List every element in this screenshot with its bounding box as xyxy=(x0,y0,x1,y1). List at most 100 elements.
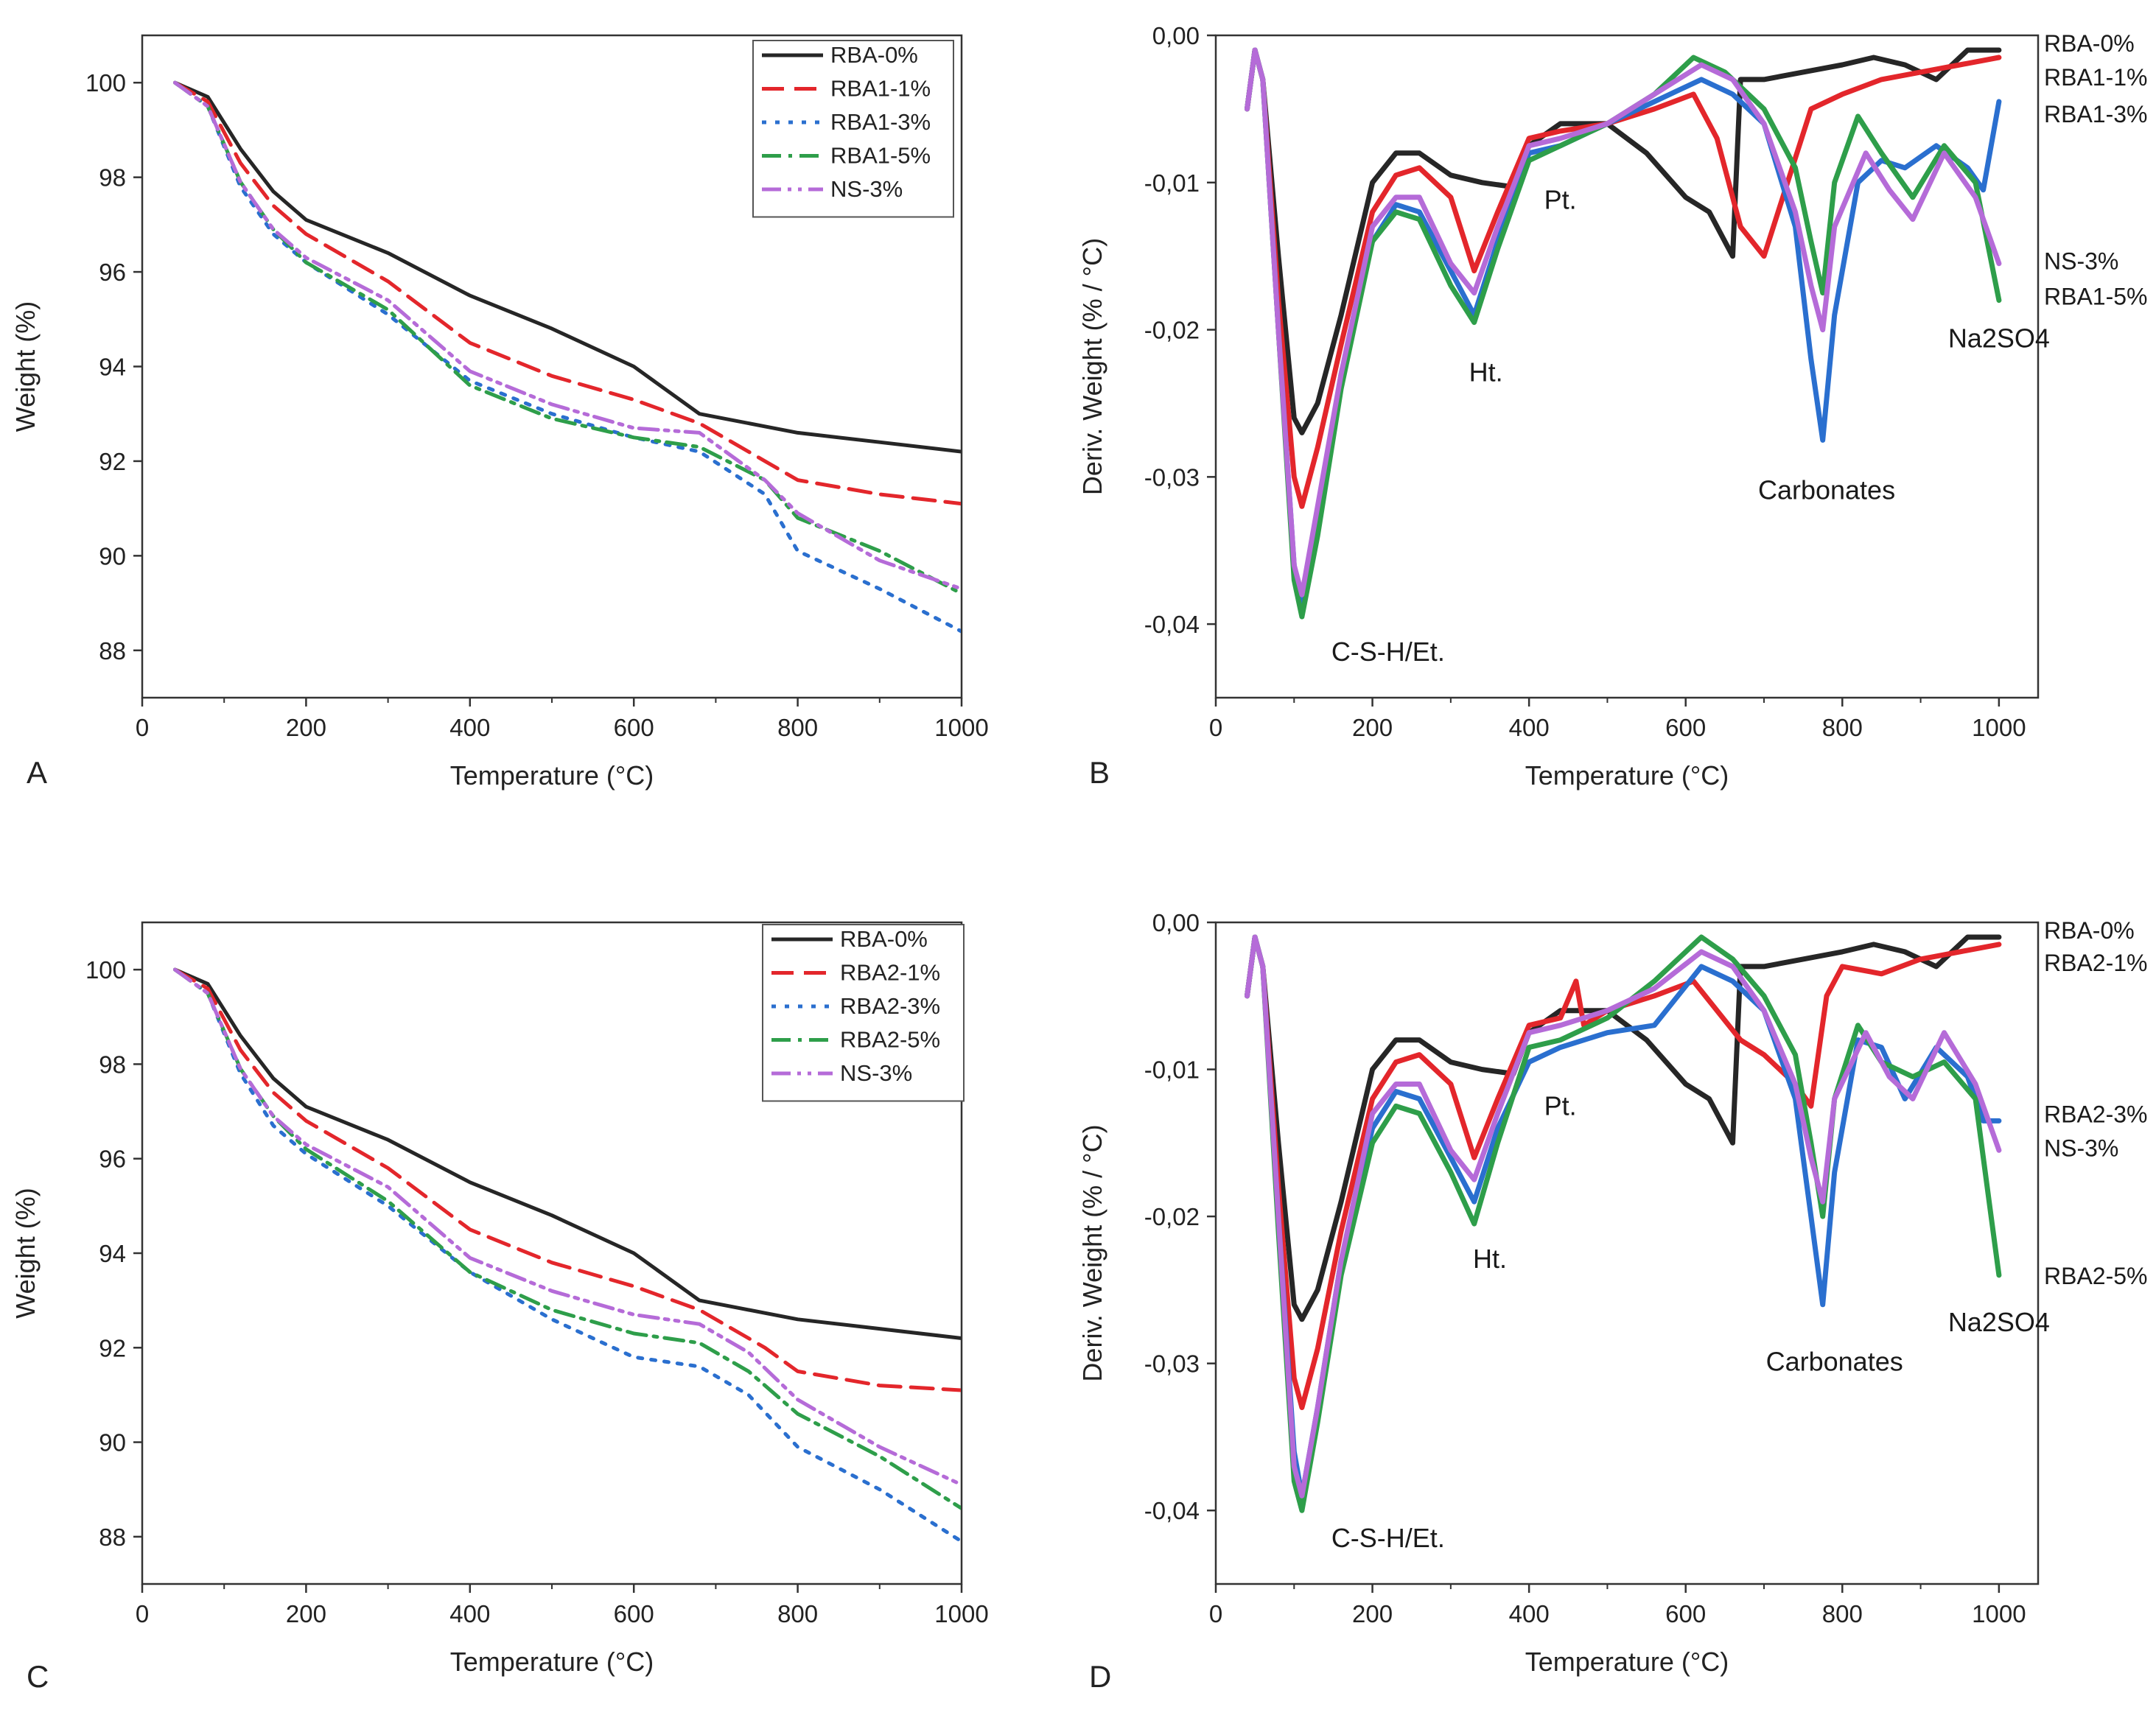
peak-annotation: Carbonates xyxy=(1766,1347,1903,1377)
y-tick-label: 0,00 xyxy=(1152,909,1200,936)
legend-label: RBA1-5% xyxy=(830,143,931,169)
legend-label: RBA1-1% xyxy=(830,76,931,102)
x-tick-label: 400 xyxy=(449,714,490,741)
y-tick-label: 100 xyxy=(85,69,126,97)
plot-frame xyxy=(1214,921,2040,1585)
series-line-rba1-3pct xyxy=(173,80,961,634)
series-line-rba-0pct xyxy=(1245,47,2002,435)
series-line-rba2-1pct xyxy=(1245,934,2002,1410)
x-tick-label: 1000 xyxy=(1972,1600,2026,1627)
y-tick-label: -0,03 xyxy=(1144,463,1200,491)
series-group xyxy=(1245,47,2002,620)
series-end-label: RBA-0% xyxy=(2044,917,2135,944)
x-tick-label: 1000 xyxy=(934,1600,988,1627)
x-tick-label: 200 xyxy=(1352,714,1393,741)
peak-annotation: Ht. xyxy=(1469,357,1503,387)
series-line-rba1-1pct xyxy=(173,80,961,506)
series-end-label: NS-3% xyxy=(2044,248,2118,275)
x-tick-label: 400 xyxy=(449,1600,490,1627)
y-axis-label: Weight (%) xyxy=(10,1188,41,1318)
panel-d: 0 200 400 600 800 1000 0,00 -0,01 -0,02 -0,03 -0,0… xyxy=(1077,909,2148,1694)
series-group xyxy=(173,80,961,634)
x-tick-label: 600 xyxy=(614,714,654,741)
series-end-label: NS-3% xyxy=(2044,1135,2118,1161)
y-tick-label: -0,03 xyxy=(1144,1350,1200,1378)
x-tick-label: 200 xyxy=(286,1600,326,1627)
y-axis-label: Deriv. Weight (% / °C) xyxy=(1077,238,1107,495)
peak-annotation: C-S-H/Et. xyxy=(1331,637,1445,667)
x-tick-label: 0 xyxy=(1209,714,1222,741)
series-group xyxy=(173,967,961,1543)
series-line-rba2-1pct xyxy=(173,967,961,1392)
y-tick-label: 98 xyxy=(99,1051,126,1078)
legend-label: RBA-0% xyxy=(830,42,918,68)
series-line-ns-3pct xyxy=(173,80,961,591)
legend-label: RBA-0% xyxy=(840,926,928,952)
legend-box xyxy=(762,924,965,1102)
y-tick-label: -0,01 xyxy=(1144,1056,1200,1084)
x-tick-label: 0 xyxy=(136,1600,149,1627)
series-line-rba2-3pct xyxy=(173,967,961,1543)
legend-label: RBA1-3% xyxy=(830,109,931,135)
peak-annotation: C-S-H/Et. xyxy=(1331,1523,1445,1553)
series-line-rba-0pct xyxy=(1245,934,2002,1322)
legend: RBA-0% RBA1-1% RBA1-3% RBA1-5% NS-3% xyxy=(752,40,954,218)
peak-annotation: Na2SO4 xyxy=(1948,1307,2050,1337)
legend: RBA-0% RBA2-1% RBA2-3% RBA2-5% NS-3% xyxy=(762,924,965,1102)
x-tick-label: 0 xyxy=(136,714,149,741)
series-line-ns-3pct xyxy=(1245,934,2002,1499)
series-end-label: RBA-0% xyxy=(2044,30,2135,57)
series-line-rba-0pct xyxy=(173,80,961,454)
y-tick-label: 100 xyxy=(85,956,126,984)
series-end-label: RBA1-3% xyxy=(2044,101,2148,127)
series-line-ns-3pct xyxy=(173,967,961,1487)
x-tick-label: 1000 xyxy=(934,714,988,741)
peak-annotation: Pt. xyxy=(1544,1090,1577,1121)
y-tick-label: -0,04 xyxy=(1144,611,1200,638)
series-line-rba1-5pct xyxy=(1245,47,2002,620)
peak-annotation: Carbonates xyxy=(1758,474,1895,505)
y-axis-label: Deriv. Weight (% / °C) xyxy=(1077,1124,1107,1381)
y-tick-label: 94 xyxy=(99,354,126,381)
panel-letter: B xyxy=(1089,755,1110,790)
series-end-label: RBA1-1% xyxy=(2044,64,2148,91)
y-tick-label: 94 xyxy=(99,1240,126,1267)
x-tick-label: 800 xyxy=(1822,714,1863,741)
legend-box xyxy=(752,40,954,218)
x-axis-label: Temperature (°C) xyxy=(1525,1647,1729,1677)
legend-label: RBA2-5% xyxy=(840,1027,940,1053)
x-tick-label: 800 xyxy=(777,714,818,741)
panel-letter: A xyxy=(27,755,47,790)
y-tick-label: 90 xyxy=(99,1429,126,1457)
legend-label: RBA2-3% xyxy=(840,993,940,1019)
peak-annotation: Na2SO4 xyxy=(1948,323,2050,354)
x-tick-label: 200 xyxy=(286,714,326,741)
legend-label: RBA2-1% xyxy=(840,960,940,986)
panel-letter: C xyxy=(27,1659,49,1694)
series-line-ns-3pct xyxy=(1245,47,2002,597)
y-tick-label: -0,02 xyxy=(1144,1203,1200,1230)
y-tick-label: 96 xyxy=(99,259,126,286)
x-tick-label: 400 xyxy=(1509,714,1550,741)
x-axis-label: Temperature (°C) xyxy=(1525,760,1729,791)
x-tick-label: 600 xyxy=(614,1600,654,1627)
x-tick-label: 600 xyxy=(1665,714,1706,741)
y-tick-label: -0,01 xyxy=(1144,169,1200,197)
series-end-label: RBA2-5% xyxy=(2044,1263,2148,1289)
panel-c: 0 200 400 600 800 1000 88 90 92 94 96 98 100 Temperat… xyxy=(10,921,989,1694)
legend-label: NS-3% xyxy=(830,176,903,202)
y-tick-label: 98 xyxy=(99,164,126,192)
x-tick-label: 400 xyxy=(1509,1600,1550,1627)
x-axis-label: Temperature (°C) xyxy=(450,760,654,791)
series-end-label: RBA2-1% xyxy=(2044,950,2148,976)
x-tick-label: 1000 xyxy=(1972,714,2026,741)
series-end-label: RBA2-3% xyxy=(2044,1101,2148,1127)
y-tick-label: 0,00 xyxy=(1152,22,1200,49)
legend-label: NS-3% xyxy=(840,1060,912,1086)
y-axis-label: Weight (%) xyxy=(10,301,41,432)
plot-frame xyxy=(1214,34,2040,699)
y-tick-label: -0,02 xyxy=(1144,317,1200,344)
y-tick-label: 90 xyxy=(99,542,126,569)
y-tick-label: 92 xyxy=(99,1334,126,1361)
